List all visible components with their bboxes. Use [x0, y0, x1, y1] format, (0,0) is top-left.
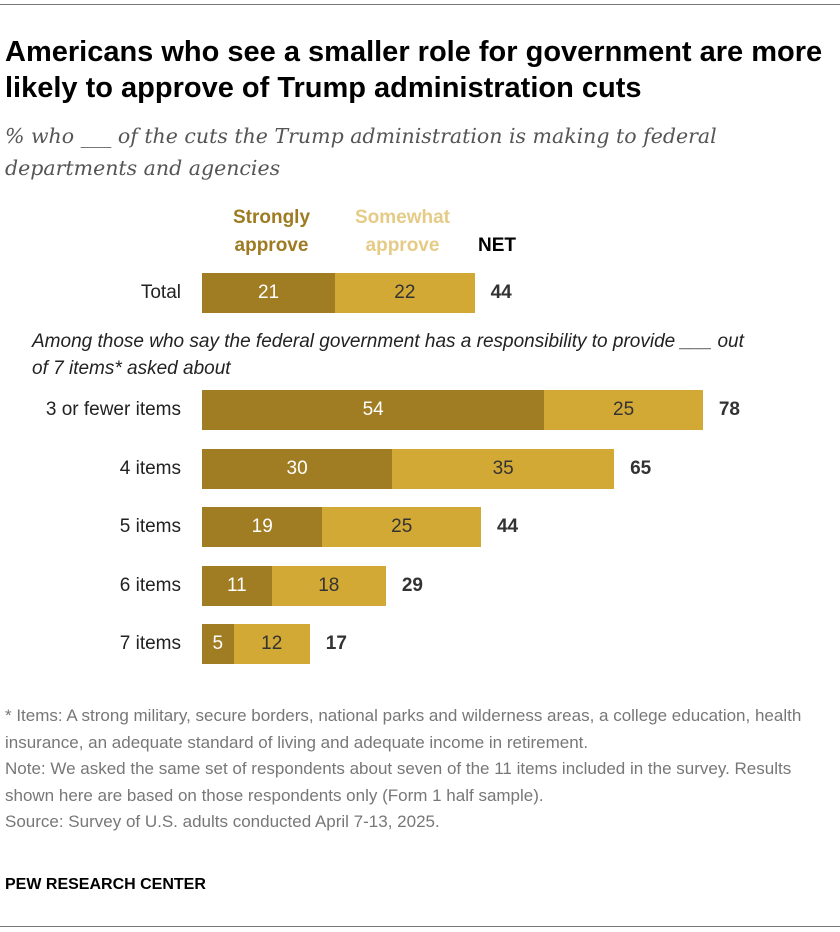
bar-strongly: 19	[202, 507, 323, 547]
notes: * Items: A strong military, secure borde…	[5, 703, 825, 836]
footnote-note: Note: We asked the same set of responden…	[5, 759, 792, 805]
bar-somewhat: 22	[335, 273, 475, 313]
bar-somewhat: 25	[322, 507, 481, 547]
bar-strongly: 11	[202, 566, 272, 606]
net-label: 65	[630, 458, 652, 479]
bar-somewhat: 12	[233, 624, 310, 664]
net-label: 17	[325, 633, 347, 654]
row-label: 6 items	[119, 575, 181, 596]
data-label: 11	[227, 575, 247, 596]
data-label: 12	[261, 633, 283, 654]
data-label: 25	[613, 399, 635, 420]
data-label: 54	[362, 399, 384, 420]
bar-somewhat: 25	[544, 390, 703, 430]
chart-subtitle: % who ___ of the cuts the Trump administ…	[5, 124, 717, 180]
data-label: 22	[394, 282, 416, 303]
data-label: 19	[251, 516, 273, 537]
bar-strongly: 30	[202, 449, 393, 489]
data-label: 5	[212, 633, 224, 654]
bottom-rule	[0, 926, 840, 927]
footnote-source: Source: Survey of U.S. adults conducted …	[5, 812, 440, 831]
row-label: 7 items	[119, 633, 181, 654]
data-label: 21	[257, 282, 280, 303]
group-label: Among those who say the federal governme…	[32, 331, 744, 379]
data-label: 25	[391, 516, 413, 537]
bar-strongly: 5	[202, 624, 234, 664]
net-label: 44	[490, 282, 512, 303]
legend-somewhat: Somewhat approve	[354, 207, 451, 256]
chart-title: Americans who see a smaller role for gov…	[5, 36, 823, 104]
net-label: 29	[401, 575, 423, 596]
legend-strongly: Strongly approve	[232, 207, 311, 256]
brand-logo: PEW RESEARCH CENTER	[5, 876, 206, 893]
bar-strongly: 21	[202, 273, 336, 313]
data-label: 35	[492, 458, 514, 479]
row-label: 3 or fewer items	[45, 399, 181, 420]
net-label: 44	[496, 516, 519, 537]
top-rule	[0, 4, 840, 5]
bar-somewhat: 18	[271, 566, 386, 606]
bar-strongly: 54	[202, 390, 545, 430]
data-label: 18	[318, 575, 340, 596]
legend-net: NET	[478, 235, 516, 256]
bar-somewhat: 35	[392, 449, 615, 489]
net-label: 78	[718, 399, 740, 420]
row-label: 5 items	[119, 516, 181, 537]
footnote-items: * Items: A strong military, secure borde…	[5, 706, 802, 752]
row-label: 4 items	[119, 458, 181, 479]
data-label: 30	[286, 458, 308, 479]
row-label: Total	[140, 282, 181, 303]
